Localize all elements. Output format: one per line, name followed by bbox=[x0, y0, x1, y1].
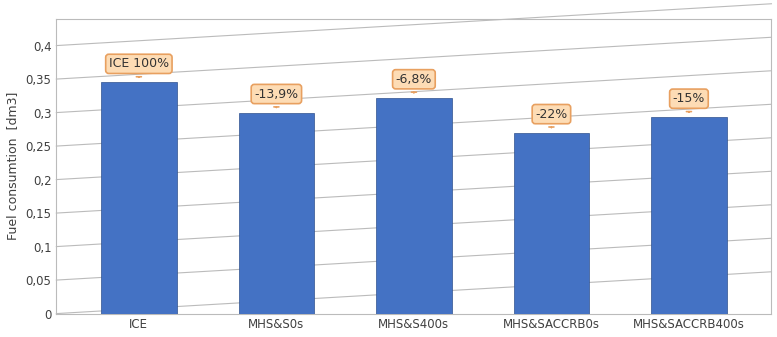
Bar bbox=[101, 83, 176, 314]
Bar bbox=[376, 98, 451, 314]
Text: ICE 100%: ICE 100% bbox=[109, 57, 169, 77]
Text: -6,8%: -6,8% bbox=[395, 73, 432, 92]
Bar bbox=[239, 113, 314, 314]
Text: -13,9%: -13,9% bbox=[254, 88, 298, 107]
Bar bbox=[514, 133, 589, 314]
Y-axis label: Fuel consumtion  [dm3]: Fuel consumtion [dm3] bbox=[5, 92, 19, 240]
Bar bbox=[651, 117, 726, 314]
Text: -15%: -15% bbox=[673, 92, 705, 112]
Text: -22%: -22% bbox=[535, 108, 567, 127]
